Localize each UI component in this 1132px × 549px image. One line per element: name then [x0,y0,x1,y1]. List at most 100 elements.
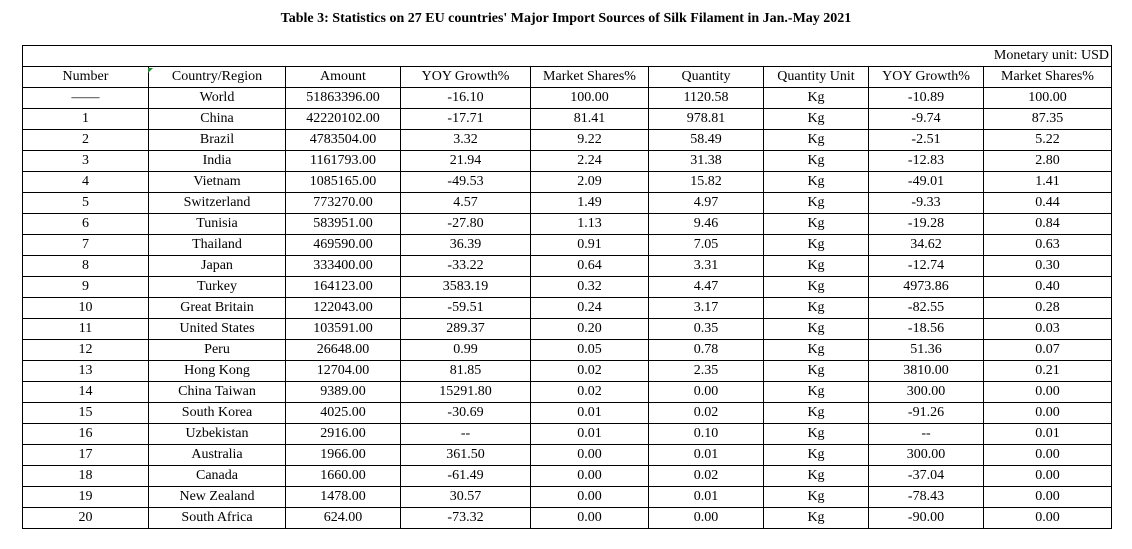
cell-quantity-unit: Kg [763,465,869,487]
cell-quantity: 0.35 [648,318,764,340]
cell-amount-yoy-growth: 21.94 [400,150,531,172]
table-row: 2 Brazil 4783504.00 3.32 9.22 58.49 Kg -2.51 5.2… [22,129,1112,151]
cell-quantity-market-share: 100.00 [983,87,1112,109]
table-row: 1 China 42220102.00 -17.71 81.41 978.81 Kg -9.7… [22,108,1112,130]
cell-country: Turkey [148,276,286,298]
cell-quantity: 0.02 [648,402,764,424]
cell-amount-market-share: 81.41 [530,108,649,130]
cell-amount-market-share: 9.22 [530,129,649,151]
cell-quantity: 1120.58 [648,87,764,109]
cell-amount-yoy-growth: 3.32 [400,129,531,151]
cell-number: 8 [22,255,149,277]
cell-quantity-yoy-growth: -37.04 [868,465,984,487]
cell-number: 11 [22,318,149,340]
cell-amount: 42220102.00 [285,108,401,130]
cell-amount-market-share: 1.13 [530,213,649,235]
cell-quantity: 58.49 [648,129,764,151]
table-row: 8 Japan 333400.00 -33.22 0.64 3.31 Kg -12.74 0.3… [22,255,1112,277]
cell-amount-market-share: 0.05 [530,339,649,361]
cell-quantity-unit: Kg [763,381,869,403]
import-sources-table: Monetary unit: USD Number Country/Region A… [22,45,1112,529]
cell-quantity-market-share: 0.00 [983,465,1112,487]
cell-quantity-market-share: 5.22 [983,129,1112,151]
cell-amount-yoy-growth: 30.57 [400,486,531,508]
cell-quantity-unit: Kg [763,486,869,508]
cell-quantity: 0.78 [648,339,764,361]
cell-amount: 9389.00 [285,381,401,403]
cell-quantity-unit: Kg [763,255,869,277]
cell-country: South Korea [148,402,286,424]
cell-quantity: 0.00 [648,381,764,403]
cell-country: New Zealand [148,486,286,508]
cell-quantity: 978.81 [648,108,764,130]
cell-amount: 1966.00 [285,444,401,466]
cell-quantity: 31.38 [648,150,764,172]
cell-amount-market-share: 2.09 [530,171,649,193]
cell-quantity-unit: Kg [763,150,869,172]
cell-quantity-market-share: 0.00 [983,402,1112,424]
cell-quantity-unit: Kg [763,339,869,361]
cell-country: Brazil [148,129,286,151]
cell-quantity-unit: Kg [763,318,869,340]
column-header-quantity-unit: Quantity Unit [763,66,869,88]
table-title: Table 3: Statistics on 27 EU countries' … [280,11,852,26]
cell-quantity-market-share: 0.00 [983,444,1112,466]
cell-quantity: 0.02 [648,465,764,487]
cell-country: South Africa [148,507,286,529]
cell-quantity-yoy-growth: 300.00 [868,381,984,403]
cell-amount: 122043.00 [285,297,401,319]
cell-amount-market-share: 0.00 [530,486,649,508]
cell-amount-market-share: 0.91 [530,234,649,256]
cell-amount: 164123.00 [285,276,401,298]
cell-quantity-market-share: 1.41 [983,171,1112,193]
cell-amount-yoy-growth: 36.39 [400,234,531,256]
cell-amount-yoy-growth: -61.49 [400,465,531,487]
cell-country: India [148,150,286,172]
cell-amount-yoy-growth: 4.57 [400,192,531,214]
cell-amount: 26648.00 [285,339,401,361]
cell-quantity: 15.82 [648,171,764,193]
table-row: 9 Turkey 164123.00 3583.19 0.32 4.47 Kg 4973.86… [22,276,1112,298]
cell-number: 10 [22,297,149,319]
cell-amount-yoy-growth: -49.53 [400,171,531,193]
cell-amount: 4025.00 [285,402,401,424]
cell-quantity-yoy-growth: -19.28 [868,213,984,235]
cell-number: 5 [22,192,149,214]
table-row: 17 Australia 1966.00 361.50 0.00 0.01 Kg 300.00… [22,444,1112,466]
cell-amount-market-share: 0.02 [530,360,649,382]
cell-quantity-unit: Kg [763,192,869,214]
cell-country: China Taiwan [148,381,286,403]
cell-amount-market-share: 0.24 [530,297,649,319]
cell-quantity-yoy-growth: -91.26 [868,402,984,424]
cell-country: United States [148,318,286,340]
table-row: 4 Vietnam 1085165.00 -49.53 2.09 15.82 Kg -49.0… [22,171,1112,193]
cell-country: Vietnam [148,171,286,193]
cell-number: 17 [22,444,149,466]
cell-number: 12 [22,339,149,361]
cell-quantity-unit: Kg [763,87,869,109]
cell-quantity-unit: Kg [763,402,869,424]
cell-number: 1 [22,108,149,130]
cell-quantity-yoy-growth: -49.01 [868,171,984,193]
cell-amount-yoy-growth: -73.32 [400,507,531,529]
cell-quantity-unit: Kg [763,108,869,130]
cell-quantity-market-share: 0.07 [983,339,1112,361]
cell-amount-market-share: 0.00 [530,507,649,529]
cell-number: 9 [22,276,149,298]
cell-quantity-yoy-growth: -12.83 [868,150,984,172]
column-header-quantity: Quantity [648,66,764,88]
table-row: 5 Switzerland 773270.00 4.57 1.49 4.97 Kg -9.33… [22,192,1112,214]
table-row: 14 China Taiwan 9389.00 15291.80 0.02 0.00 Kg 3… [22,381,1112,403]
cell-quantity-unit: Kg [763,507,869,529]
cell-amount: 1161793.00 [285,150,401,172]
monetary-unit-label: Monetary unit: USD [22,45,1112,67]
cell-number: 18 [22,465,149,487]
cell-amount-yoy-growth: 289.37 [400,318,531,340]
cell-quantity-market-share: 0.01 [983,423,1112,445]
cell-quantity-market-share: 0.63 [983,234,1112,256]
table-row: 18 Canada 1660.00 -61.49 0.00 0.02 Kg -37.04 0.0… [22,465,1112,487]
cell-amount-market-share: 100.00 [530,87,649,109]
cell-quantity: 0.10 [648,423,764,445]
cell-quantity: 7.05 [648,234,764,256]
table-row: 19 New Zealand 1478.00 30.57 0.00 0.01 Kg -78.4… [22,486,1112,508]
